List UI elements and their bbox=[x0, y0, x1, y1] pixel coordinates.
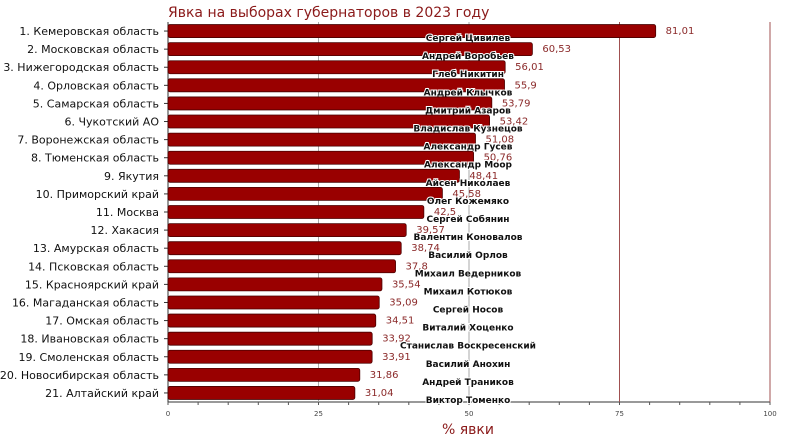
x-tick-label: 100 bbox=[763, 410, 776, 418]
category-label: 8. Тюменская область bbox=[31, 152, 159, 165]
x-axis-label: % явки bbox=[442, 422, 494, 438]
value-label: 31,04 bbox=[365, 388, 394, 399]
bar bbox=[167, 295, 380, 310]
x-tick-label: 0 bbox=[166, 410, 170, 418]
bar bbox=[167, 42, 533, 57]
bar bbox=[167, 150, 474, 165]
governor-label: Сергей Цивилев bbox=[426, 34, 511, 44]
value-label: 35,54 bbox=[392, 279, 421, 290]
bar bbox=[167, 277, 383, 292]
x-tick-label: 50 bbox=[465, 410, 474, 418]
bar bbox=[167, 259, 396, 274]
bar bbox=[167, 223, 407, 237]
bar bbox=[167, 24, 657, 38]
category-label: 19. Смоленская область bbox=[19, 351, 159, 364]
category-label: 6. Чукотский АО bbox=[65, 116, 160, 129]
category-label: 14. Псковская область bbox=[28, 260, 159, 273]
category-label: 2. Московская область bbox=[27, 43, 159, 56]
category-label: 11. Москва bbox=[96, 206, 159, 219]
category-label: 9. Якутия bbox=[104, 170, 159, 183]
value-label: 33,91 bbox=[382, 352, 411, 363]
bar bbox=[167, 132, 476, 147]
category-label: 10. Приморский край bbox=[36, 188, 159, 201]
governor-label: Андрей Воробьев bbox=[422, 51, 514, 62]
value-label: 33,92 bbox=[382, 334, 411, 345]
bar bbox=[167, 187, 443, 201]
bar bbox=[167, 78, 505, 93]
value-label: 53,42 bbox=[500, 117, 529, 128]
bar bbox=[167, 96, 493, 111]
category-label: 4. Орловская область bbox=[33, 79, 159, 92]
governor-label: Василий Анохин bbox=[426, 360, 511, 370]
governor-label: Андрей Клычков bbox=[424, 88, 513, 98]
category-label: 15. Красноярский край bbox=[25, 278, 159, 291]
value-label: 56,01 bbox=[515, 62, 544, 73]
category-label: 5. Самарская область bbox=[33, 97, 159, 110]
value-label: 35,09 bbox=[389, 297, 418, 308]
x-tick-label: 75 bbox=[615, 410, 624, 418]
governor-label: Виталий Хоценко bbox=[422, 324, 513, 334]
bar bbox=[167, 168, 460, 183]
governor-label: Глеб Никитин bbox=[432, 69, 504, 80]
bar bbox=[167, 241, 402, 256]
governor-label: Станислав Воскресенский bbox=[400, 342, 536, 352]
value-label: 60,53 bbox=[542, 44, 571, 55]
category-label: 17. Омская область bbox=[45, 315, 159, 328]
category-label: 13. Амурская область bbox=[33, 242, 159, 255]
governor-label: Сергей Носов bbox=[433, 305, 504, 315]
value-label: 55,9 bbox=[515, 80, 537, 91]
governor-label: Валентин Коновалов bbox=[414, 233, 523, 243]
value-label: 51,08 bbox=[486, 135, 515, 146]
bar bbox=[167, 60, 506, 75]
category-label: 3. Нижегородская область bbox=[3, 61, 159, 74]
value-label: 53,79 bbox=[502, 98, 531, 109]
value-label: 31,86 bbox=[370, 370, 399, 381]
value-label: 39,57 bbox=[416, 225, 445, 236]
bar bbox=[167, 331, 373, 346]
value-label: 48,41 bbox=[469, 171, 498, 182]
category-label: 7. Воронежская область bbox=[17, 134, 159, 147]
governor-label: Сергей Собянин bbox=[427, 214, 510, 225]
bar bbox=[167, 349, 373, 364]
value-label: 34,51 bbox=[386, 316, 415, 327]
chart-title: Явка на выборах губернаторов в 2023 году bbox=[168, 5, 489, 21]
bar bbox=[167, 205, 425, 219]
value-label: 45,58 bbox=[452, 189, 481, 200]
category-label: 16. Магаданская область bbox=[12, 296, 159, 309]
governor-label: Дмитрий Азаров bbox=[425, 106, 511, 116]
bar bbox=[167, 386, 356, 400]
value-label: 50,76 bbox=[484, 153, 513, 164]
governor-label: Александр Гусев bbox=[424, 143, 513, 153]
governor-label: Виктор Томенко bbox=[426, 396, 511, 406]
value-label: 37,8 bbox=[406, 261, 428, 272]
category-label: 12. Хакасия bbox=[91, 224, 159, 237]
governor-label: Михаил Котюков bbox=[424, 287, 513, 297]
x-tick-label: 25 bbox=[314, 410, 323, 418]
value-label: 42,5 bbox=[434, 207, 456, 218]
governor-label: Александр Моор bbox=[424, 161, 513, 171]
value-label: 38,74 bbox=[411, 243, 440, 254]
category-label: 21. Алтайский край bbox=[45, 387, 159, 400]
bar bbox=[167, 313, 377, 328]
value-label: 81,01 bbox=[666, 26, 695, 37]
governor-label: Олег Кожемяко bbox=[427, 197, 509, 207]
governor-label: Василий Орлов bbox=[428, 251, 508, 261]
category-label: 1. Кемеровская область bbox=[19, 25, 159, 38]
governor-label: Владислав Кузнецов bbox=[413, 125, 523, 135]
governor-label: Андрей Траников bbox=[422, 378, 514, 388]
bar bbox=[167, 114, 490, 129]
category-label: 20. Новосибирская область bbox=[0, 369, 159, 382]
governor-label: Михаил Ведерников bbox=[415, 269, 522, 279]
bar bbox=[167, 367, 361, 382]
governor-label: Айсен Николаев bbox=[426, 179, 511, 189]
category-label: 18. Ивановская область bbox=[20, 333, 159, 346]
